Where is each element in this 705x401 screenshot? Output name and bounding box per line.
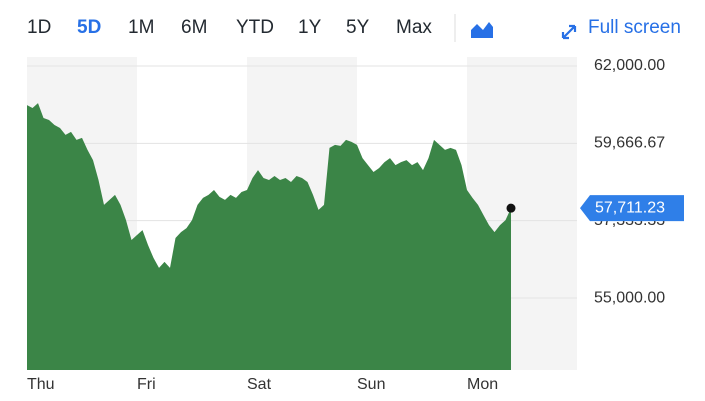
x-tick-label: Thu [27,376,55,393]
range-button[interactable]: 1M [128,17,154,38]
x-tick-label: Mon [467,376,498,393]
range-button[interactable]: 1D [27,17,51,38]
y-tick-label: 62,000.00 [594,57,665,74]
fullscreen-button[interactable]: Full screen [561,17,681,40]
plot-area [27,57,577,370]
range-button[interactable]: 1Y [298,17,322,38]
x-tick-label: Fri [137,376,156,393]
range-button[interactable]: 6M [181,17,207,38]
price-tag-label: 57,711.23 [595,199,665,216]
x-tick-label: Sun [357,376,385,393]
last-point [506,203,516,213]
y-tick-label: 55,000.00 [594,289,665,306]
fullscreen-label[interactable]: Full screen [588,17,681,38]
chart-type-button[interactable] [471,22,493,38]
price-tag [580,195,684,222]
price-area [27,103,511,370]
range-button[interactable]: 5D [77,17,101,38]
y-tick-label: 59,666.67 [594,135,665,152]
fullscreen-icon [561,24,577,40]
x-tick-label: Sat [247,376,272,393]
chart-type-icon [471,22,493,38]
range-button[interactable]: Max [396,17,432,38]
range-button[interactable]: 5Y [346,17,370,38]
range-button[interactable]: YTD [236,17,274,38]
